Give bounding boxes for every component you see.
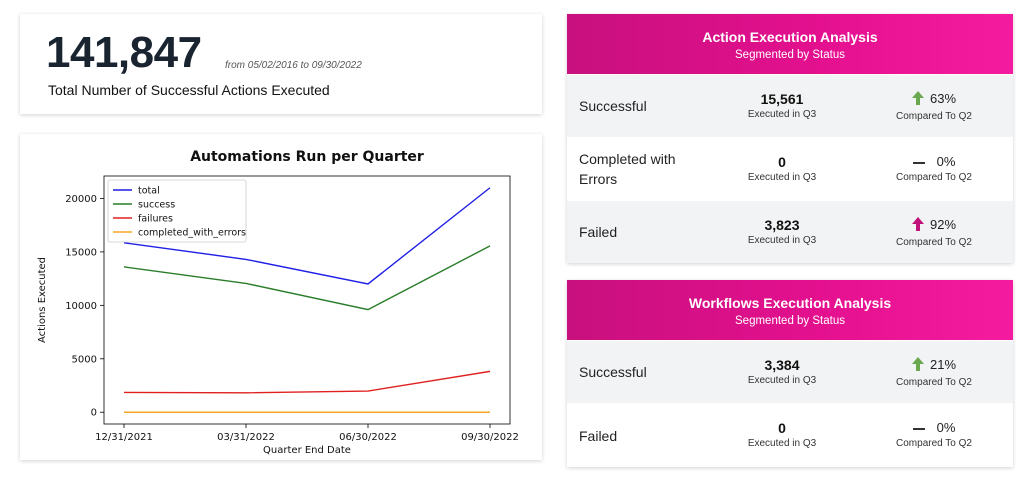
dash-icon [912,161,925,164]
row-label: Successful [579,98,647,114]
series-line-total [123,187,491,285]
row-percent: 63% [929,91,957,106]
action-panel-header: Action Execution Analysis Segmented by S… [567,14,1013,74]
x-tick-label: 09/30/2022 [461,432,519,443]
legend-label: total [138,186,160,197]
automations-line-chart: Automations Run per Quarter 0 5000 10000 150… [37,149,519,456]
row-compare-caption: Compared To Q2 [896,438,972,449]
row-value: 3,823 [764,217,800,233]
action-execution-panel: Action Execution Analysis Segmented by S… [567,14,1013,263]
row-value-caption: Executed in Q3 [747,172,817,183]
row-percent: 0% [936,420,956,435]
total-actions-value: 141,847 [46,28,202,77]
row-value: 0 [778,420,786,436]
series-line-failures [123,370,491,394]
x-tick-label: 12/31/2021 [95,432,153,443]
row-value-caption: Executed in Q3 [747,438,817,449]
row-percent: 21% [929,357,957,372]
row-value: 0 [778,154,786,170]
x-tick-label: 06/30/2022 [339,432,397,443]
row-percent: 92% [929,217,957,232]
arrow-up-icon [911,357,924,374]
workflow-panel-subtitle: Segmented by Status [735,315,845,327]
y-axis-label: Actions Executed [37,257,48,343]
plot-frame [103,175,511,425]
series-line-success [123,245,491,311]
row-label: Completed with Errors [579,151,676,187]
y-tick-label: 10000 [65,301,97,312]
action-panel-title: Action Execution Analysis [702,29,878,45]
row-label: Failed [579,224,618,240]
legend-label: completed_with_errors [138,228,246,239]
row-value: 3,384 [764,357,800,373]
total-actions-caption: Total Number of Successful Actions Execu… [48,82,330,98]
x-tick-label: 03/31/2022 [217,432,275,443]
automations-chart-card: Automations Run per Quarter 0 5000 10000 150… [20,134,542,460]
row-value: 15,561 [760,91,804,107]
y-tick-label: 15000 [65,247,97,258]
legend-label: success [138,200,175,211]
y-tick-label: 5000 [72,354,97,365]
action-row-completed-errors: Completed with Errors 0 Executed in Q3 0%… [567,137,1013,200]
workflow-row-failed: Failed 0 Executed in Q3 0% Compared To Q2 [567,403,1013,467]
legend-box [107,179,247,243]
row-compare-caption: Compared To Q2 [896,377,972,389]
y-tick-label: 0 [91,408,97,419]
row-percent: 0% [936,154,956,169]
row-compare-caption: Compared To Q2 [896,111,972,123]
row-compare-caption: Compared To Q2 [896,237,972,249]
row-value-caption: Executed in Q3 [747,375,817,386]
action-row-successful: Successful 15,561 Executed in Q3 63% Compa… [567,74,1013,137]
workflows-execution-panel: Workflows Execution Analysis Segmented b… [567,280,1013,467]
workflow-row-successful: Successful 3,384 Executed in Q3 21% Compar… [567,340,1013,403]
legend-label: failures [138,214,173,225]
workflow-panel-header: Workflows Execution Analysis Segmented b… [567,280,1013,340]
action-row-failed: Failed 3,823 Executed in Q3 92% Compared T… [567,200,1013,263]
row-compare-caption: Compared To Q2 [896,172,972,183]
row-label: Successful [579,364,647,380]
arrow-up-icon [911,91,924,108]
x-axis-label: Quarter End Date [263,445,351,456]
row-label: Failed [579,427,618,444]
workflow-panel-title: Workflows Execution Analysis [688,295,892,311]
row-value-caption: Executed in Q3 [747,235,817,246]
action-panel-subtitle: Segmented by Status [735,49,845,61]
chart-title: Automations Run per Quarter [190,149,424,165]
arrow-up-icon [911,217,924,234]
dash-icon [912,427,925,430]
total-actions-card: 141,847 from 05/02/2016 to 09/30/2022 To… [20,14,542,114]
y-tick-label: 20000 [65,194,97,205]
date-range: from 05/02/2016 to 09/30/2022 [225,60,362,71]
row-value-caption: Executed in Q3 [747,109,817,120]
